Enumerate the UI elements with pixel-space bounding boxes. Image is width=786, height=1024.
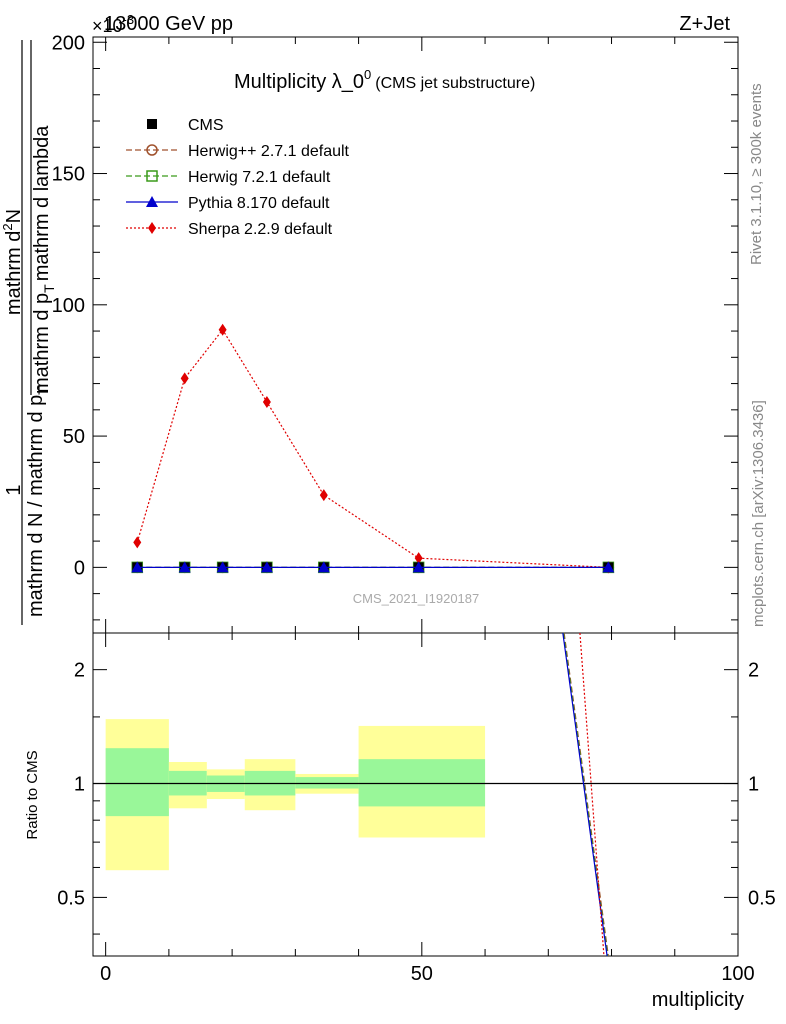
legend-label-pythia: Pythia 8.170 default	[188, 195, 330, 212]
rivet-label: Rivet 3.1.10, ≥ 300k events	[748, 83, 765, 265]
main-point-sherpa-2	[218, 323, 227, 336]
legend-label-sherpa: Sherpa 2.2.9 default	[188, 221, 333, 238]
main-point-sherpa-0	[133, 536, 142, 549]
main-axes: 0 50 100 150 200	[52, 32, 739, 633]
legend-label-cms: CMS	[188, 117, 224, 134]
header-left-label: 13000 GeV pp	[104, 13, 233, 35]
ratio-ytick-label-right-1: 1	[748, 774, 759, 796]
main-point-sherpa-3	[262, 395, 271, 408]
legend-marker-sherpa	[148, 222, 156, 234]
ratio-ytick-label-left-1: 1	[74, 774, 85, 796]
ratio-band-inner-4	[295, 777, 359, 789]
ratio-line-pythia	[562, 632, 608, 957]
main-point-sherpa-1	[180, 372, 189, 385]
main-point-sherpa-5	[414, 552, 423, 565]
ratio-ytick-label-right-2: 2	[748, 660, 759, 682]
main-ytick-label-2: 100	[52, 295, 85, 317]
ratio-uncertainty-bands	[105, 719, 486, 871]
main-point-pythia-1	[178, 561, 191, 573]
legend: CMS Herwig++ 2.7.1 default Herwig 7.2.1 de…	[126, 117, 350, 238]
main-ytick-label-0: 0	[74, 557, 85, 579]
ylabel-denominator: mathrm d N / mathrm d pT	[25, 386, 51, 617]
ratio-plot-frame	[92, 632, 739, 957]
legend-label-herwigpp: Herwig++ 2.7.1 default	[188, 143, 350, 160]
main-point-pythia-6	[602, 561, 615, 573]
ratio-ytick-label-left-0: 0.5	[57, 887, 85, 909]
ratio-line-herwig7	[562, 632, 609, 957]
main-point-pythia-3	[260, 561, 273, 573]
ratio-ylabel: Ratio to CMS	[24, 750, 41, 839]
main-point-sherpa-4	[319, 489, 328, 502]
ylabel-rhs-numerator: mathrm d2N	[0, 209, 25, 315]
ratio-line-sherpa	[579, 632, 605, 957]
ratio-ytick-label-left-2: 2	[74, 660, 85, 682]
ratio-band-inner-0	[105, 748, 169, 817]
header-right-label: Z+Jet	[679, 13, 730, 35]
main-ytick-label-3: 150	[52, 164, 85, 186]
main-ylabel: 1 mathrm d N / mathrm d pT mathrm d2N ma…	[0, 40, 57, 625]
x-axis-label: multiplicity	[652, 989, 744, 1011]
main-ytick-label-1: 50	[63, 426, 85, 448]
ratio-axes: 0.5 0.5 1 1 2 2 0 50 100	[57, 633, 776, 985]
main-ytick-label-4: 200	[52, 32, 85, 54]
ratio-line-herwigpp	[563, 632, 609, 957]
exponent-label: ×10-3	[92, 12, 134, 36]
ratio-ytick-label-right-0: 0.5	[748, 887, 776, 909]
mcplots-label: mcplots.cern.ch [arXiv:1306.3436]	[750, 400, 767, 627]
legend-marker-herwigpp	[146, 144, 158, 156]
main-series-layer	[131, 323, 615, 574]
main-point-pythia-5	[412, 561, 425, 573]
legend-marker-herwig7	[146, 170, 158, 182]
ylabel-rhs-denominator: mathrm d pTmathrm d lambda	[31, 125, 57, 394]
legend-label-herwig7: Herwig 7.2.1 default	[188, 169, 331, 186]
main-point-pythia-2	[216, 561, 229, 573]
legend-marker-cms	[147, 119, 157, 129]
ratio-xtick-label-2: 100	[721, 963, 754, 985]
ratio-band-inner-5	[358, 759, 486, 807]
ylabel-numerator: 1	[3, 484, 25, 495]
ratio-xtick-label-1: 50	[411, 963, 433, 985]
ratio-xtick-label-0: 0	[100, 963, 111, 985]
legend-marker-pythia	[146, 196, 158, 207]
main-point-pythia-4	[317, 561, 330, 573]
ratio-series-layer	[562, 632, 609, 957]
main-line-sherpa	[136, 328, 609, 568]
main-point-pythia-0	[131, 561, 144, 573]
analysis-watermark: CMS_2021_I1920187	[353, 591, 480, 606]
plot-title: Multiplicity λ_00(CMS jet substructure)	[234, 67, 535, 93]
